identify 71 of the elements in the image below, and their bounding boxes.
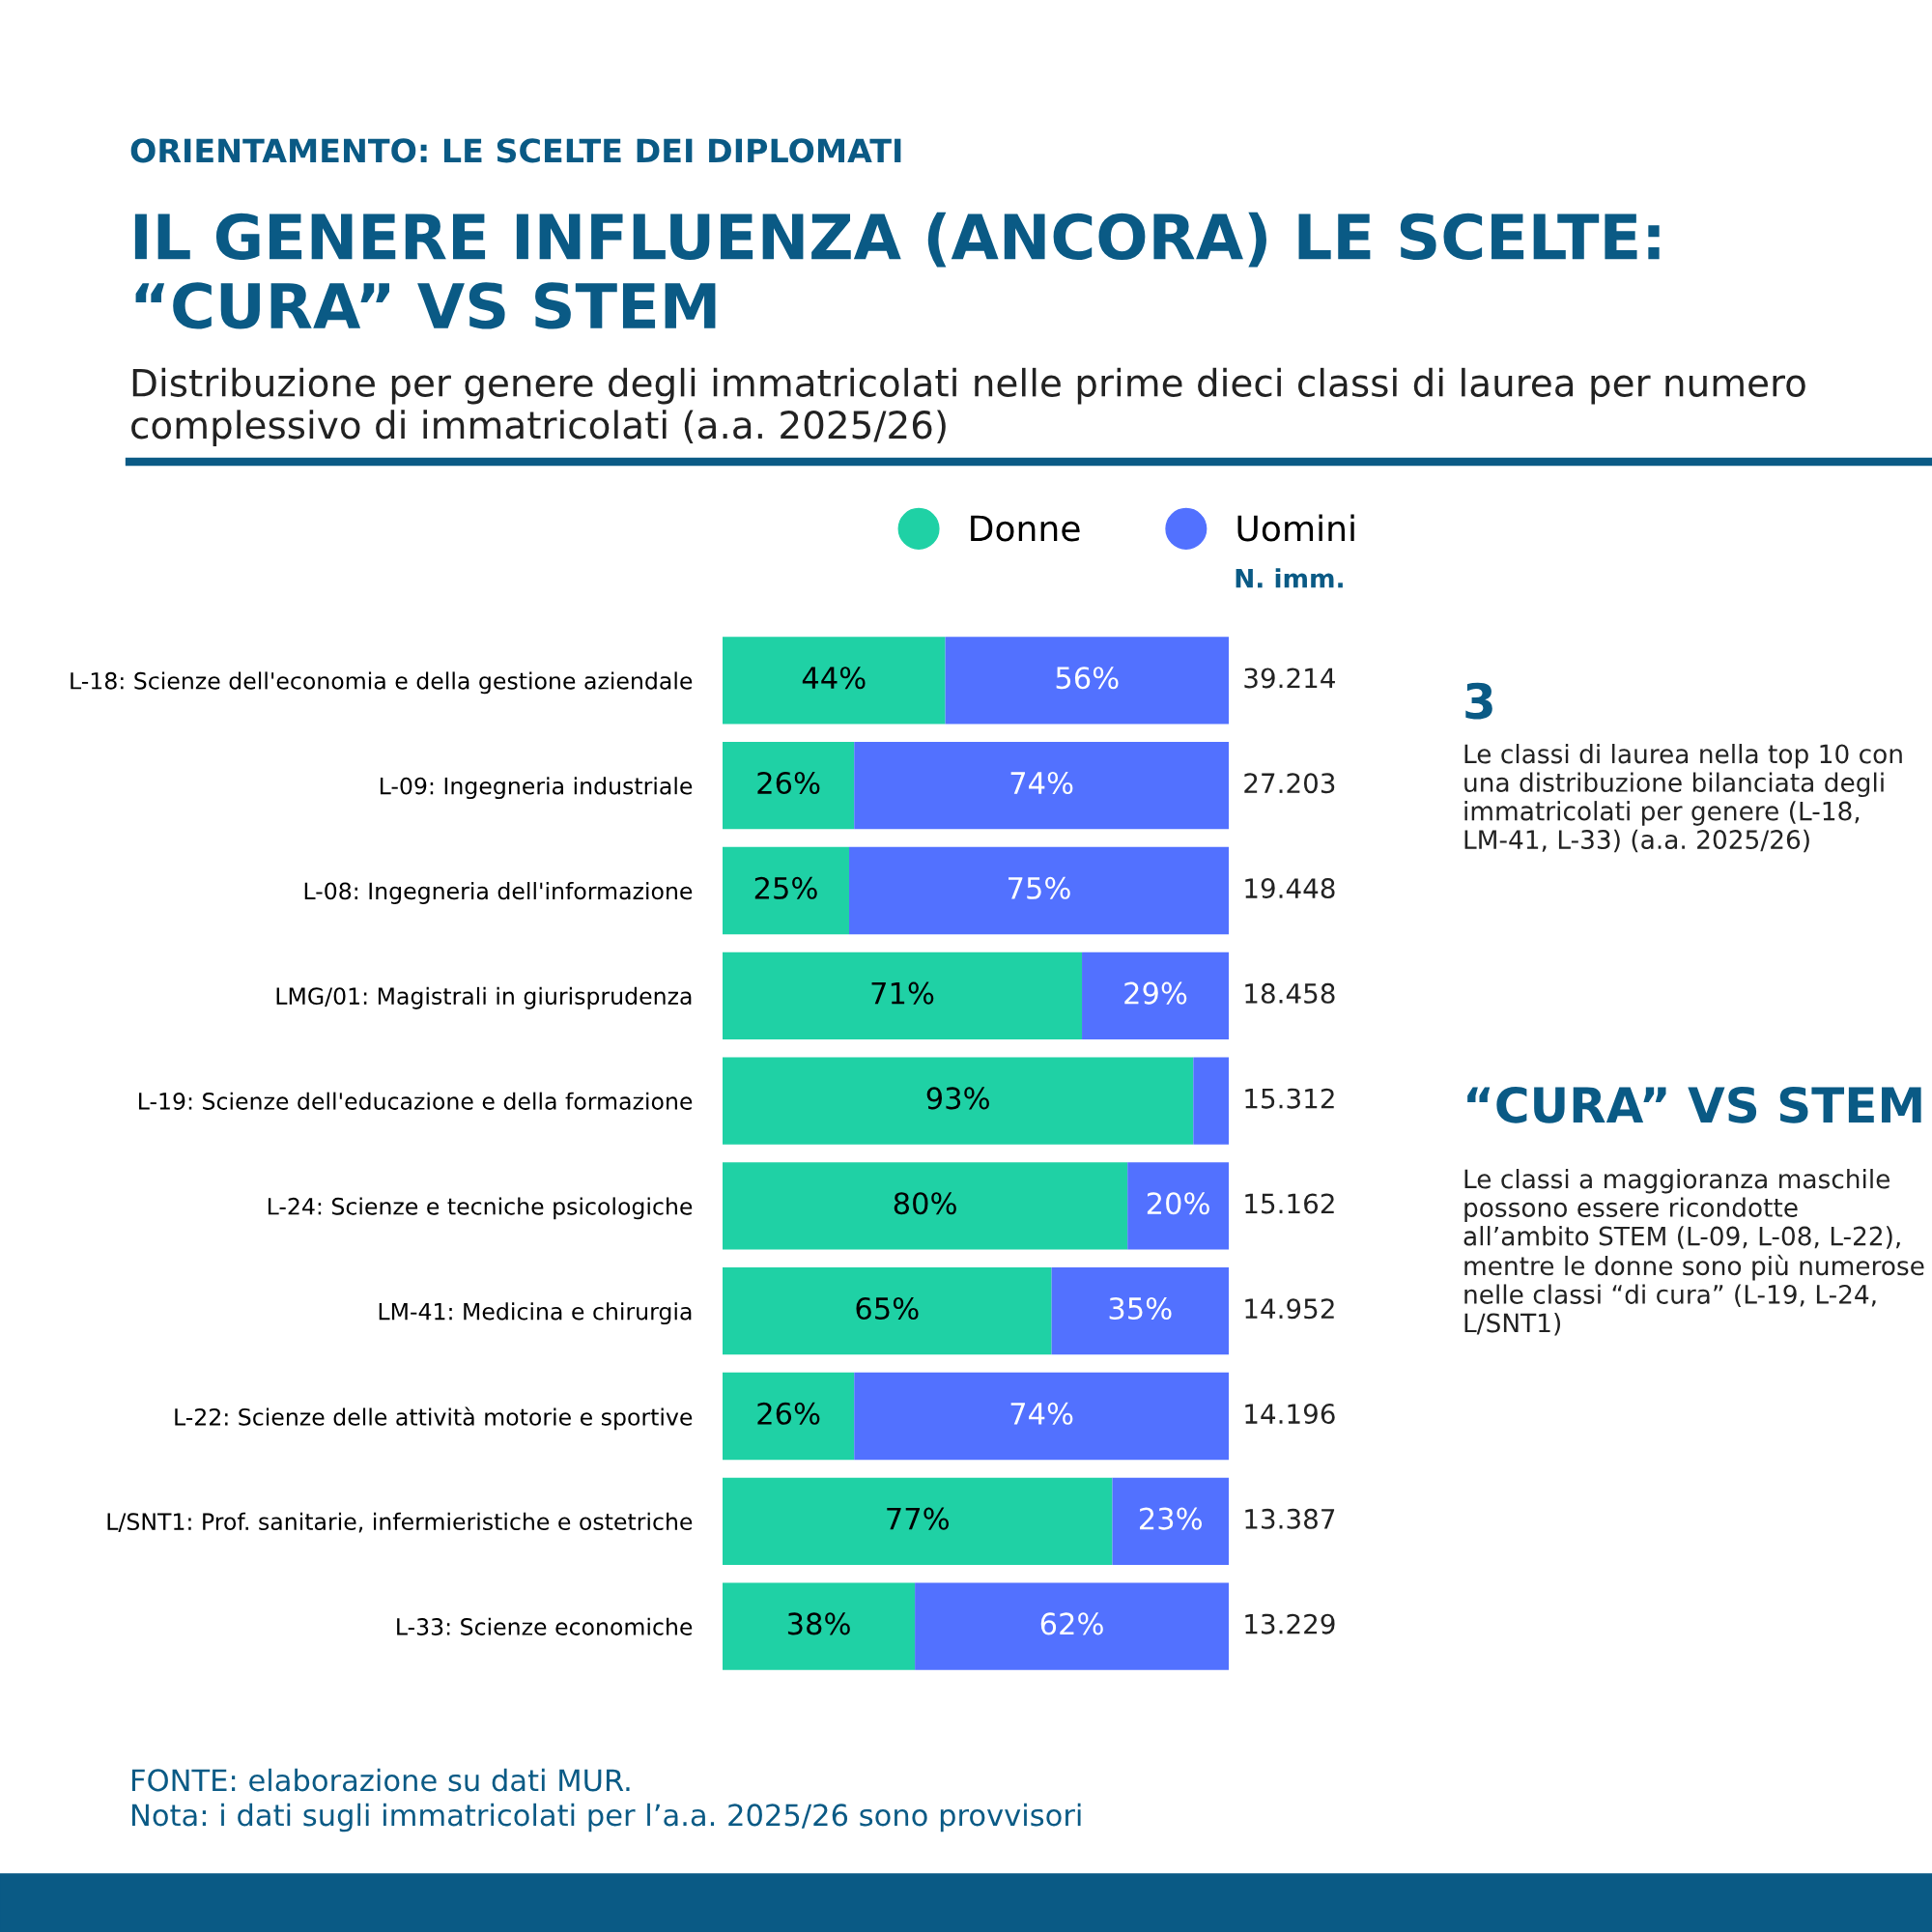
- bar: [723, 742, 855, 830]
- y-tick-label: L-24: Scienze e tecniche psicologiche: [268, 1197, 693, 1220]
- text: “CURA” VS STEM: [1467, 1086, 1921, 1123]
- text: Le classi di laurea nella top 10 con una distribuzione bilanciata degli immatricolati per genere (L-18, LM-41, L-33) (a.a. 2025/26): [1464, 744, 1902, 853]
- legend-label: Uomini: [1237, 514, 1354, 542]
- data-label: 65%: [856, 1296, 919, 1321]
- bar: [723, 1057, 1194, 1145]
- bar: [723, 952, 1083, 1039]
- y-tick-label: LM-41: Medicina e chirurgia: [379, 1302, 692, 1325]
- data-label: 56%: [1056, 667, 1119, 690]
- text: 27.203: [1244, 773, 1335, 794]
- data-label: 29%: [1124, 981, 1187, 1005]
- y-tick-label: L-18: Scienze dell'economia e della gestione aziendale: [71, 671, 693, 695]
- data-label: 38%: [787, 1612, 850, 1635]
- text: 13.229: [1245, 1613, 1335, 1634]
- bar: [1127, 1162, 1229, 1250]
- y-tick-label: L-33: Scienze economiche: [397, 1617, 693, 1635]
- data-label: 74%: [1010, 1402, 1073, 1425]
- data-label: 71%: [871, 981, 934, 1005]
- y-tick-label: L-08: Ingegneria dell'informazione: [304, 882, 693, 904]
- bar: [1112, 1477, 1229, 1565]
- y-tick-label: L-22: Scienze delle attività motorie e sportive: [175, 1406, 693, 1431]
- data-label: 35%: [1109, 1296, 1172, 1321]
- bar: [1193, 1057, 1229, 1145]
- y-tick-label: L/SNT1: Prof. sanitarie, infermieristiche e ostetriche: [107, 1512, 693, 1533]
- text: 18.458: [1245, 982, 1335, 1004]
- data-label: 25%: [754, 876, 817, 899]
- data-label: 20%: [1147, 1192, 1209, 1215]
- bar: [723, 1477, 1113, 1565]
- bar: [723, 1372, 855, 1461]
- data-label: 74%: [1010, 771, 1073, 795]
- text: 14.952: [1245, 1298, 1334, 1320]
- data-label: 26%: [757, 1402, 820, 1425]
- text: 3: [1465, 682, 1492, 720]
- data-label: 93%: [926, 1087, 989, 1110]
- bar: [854, 1372, 1229, 1461]
- bar: [723, 1582, 916, 1670]
- bar: [723, 846, 849, 935]
- text: Le classi a maggioranza maschile possono essere ricondotte all’ambito STEM (L-09, L-08, L-22), mentre le donne sono più numerose nelle classi “di cura” (L-19, L-24, L/SNT1): [1463, 1169, 1924, 1336]
- text: ORIENTAMENTO: LE SCELTE DEI DIPLOMATI: [130, 138, 901, 163]
- data-label: 23%: [1140, 1507, 1203, 1530]
- y-tick-label: L-19: Scienze dell'educazione e della formazione: [139, 1092, 693, 1110]
- text: 15.162: [1245, 1193, 1334, 1214]
- data-label: 80%: [894, 1192, 956, 1215]
- data-label: 77%: [887, 1507, 950, 1530]
- bar: [1082, 952, 1229, 1039]
- y-tick-label: LMG/01: Magistrali in giurisprudenza: [276, 986, 692, 1009]
- bar: [945, 637, 1229, 724]
- bar: [849, 846, 1229, 935]
- text: Nota: i dati sugli immatricolati per l’a.a. 2025/26 sono provvisori: [132, 1803, 1081, 1833]
- legend-label: Donne: [971, 515, 1080, 542]
- bar: [723, 1267, 1052, 1355]
- bar: [723, 637, 946, 724]
- text: 15.312: [1245, 1088, 1334, 1109]
- text: 14.196: [1245, 1404, 1335, 1425]
- chart-subtitle: Distribuzione per genere degli immatricolati nelle prime dieci classi di laurea per numero complessivo di immatricolati (a.a. 2025/26): [131, 367, 1805, 446]
- data-label: 26%: [757, 771, 820, 795]
- bar: [915, 1582, 1229, 1670]
- chart-title: IL GENERE INFLUENZA (ANCORA) LE SCELTE: “CURA” VS STEM: [134, 212, 1660, 329]
- bar: [854, 742, 1229, 830]
- text: 39.214: [1244, 668, 1335, 689]
- data-label: 75%: [1009, 876, 1070, 899]
- text: 13.387: [1245, 1508, 1335, 1529]
- text: N. imm.: [1236, 568, 1343, 588]
- data-label: 44%: [802, 667, 866, 690]
- y-tick-label: L-09: Ingegneria industriale: [380, 777, 693, 800]
- source-note: FONTE: elaborazione su dati MUR.: [132, 1768, 630, 1792]
- bar: [723, 1162, 1128, 1250]
- bar: [1051, 1267, 1229, 1355]
- data-label: 62%: [1040, 1612, 1103, 1635]
- text: 19.448: [1245, 878, 1335, 899]
